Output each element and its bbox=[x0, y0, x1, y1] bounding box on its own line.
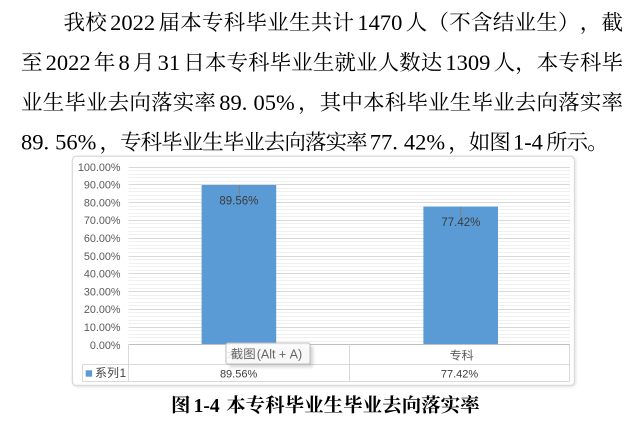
svg-text:1-4: 1-4 bbox=[194, 396, 220, 417]
svg-text:89.56%: 89.56% bbox=[220, 369, 258, 381]
svg-text:(Alt + A): (Alt + A) bbox=[257, 347, 303, 361]
svg-text:50.00%: 50.00% bbox=[84, 251, 121, 263]
svg-text:77.: 77. bbox=[370, 130, 398, 155]
svg-text:1470: 1470 bbox=[357, 10, 402, 35]
svg-text:100.00%: 100.00% bbox=[78, 162, 121, 174]
svg-text:2022: 2022 bbox=[110, 10, 155, 35]
svg-text:77.42%: 77.42% bbox=[441, 369, 479, 381]
svg-text:1309: 1309 bbox=[445, 50, 490, 75]
svg-text:0.00%: 0.00% bbox=[90, 340, 121, 352]
svg-text:89.56%: 89.56% bbox=[219, 196, 258, 208]
svg-text:8: 8 bbox=[119, 50, 130, 75]
svg-text:60.00%: 60.00% bbox=[84, 233, 121, 245]
svg-text:42%: 42% bbox=[404, 130, 445, 155]
svg-text:89.: 89. bbox=[219, 90, 247, 115]
svg-text:31: 31 bbox=[158, 50, 181, 75]
svg-text:90.00%: 90.00% bbox=[84, 180, 121, 192]
svg-text:40.00%: 40.00% bbox=[84, 269, 121, 281]
svg-text:10.00%: 10.00% bbox=[84, 322, 121, 334]
svg-text:70.00%: 70.00% bbox=[84, 215, 121, 227]
svg-text:2022: 2022 bbox=[46, 50, 91, 75]
svg-text:56%: 56% bbox=[55, 130, 96, 155]
svg-text:1: 1 bbox=[120, 366, 127, 380]
svg-text:80.00%: 80.00% bbox=[84, 197, 121, 209]
svg-text:89.: 89. bbox=[21, 130, 49, 155]
svg-text:1-4: 1-4 bbox=[513, 130, 543, 155]
svg-text:20.00%: 20.00% bbox=[84, 304, 121, 316]
svg-text:77.42%: 77.42% bbox=[441, 217, 480, 229]
svg-text:30.00%: 30.00% bbox=[84, 286, 121, 298]
svg-text:05%: 05% bbox=[254, 90, 295, 115]
